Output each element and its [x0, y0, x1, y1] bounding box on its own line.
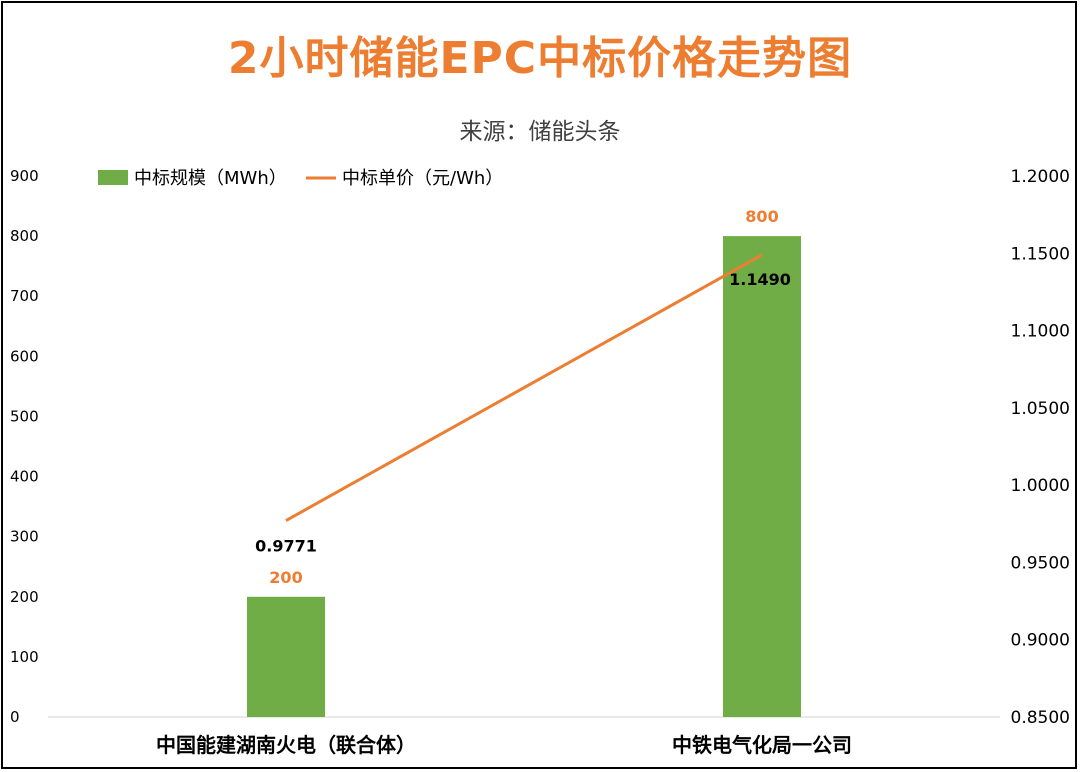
- category-labels: 中国能建湖南火电（联合体） 中铁电气化局一公司: [156, 733, 852, 757]
- left-tick-label: 200: [10, 588, 39, 606]
- right-tick-label: 0.9000: [1011, 631, 1070, 651]
- left-tick-label: 500: [10, 407, 39, 425]
- bar-series: 200 800: [247, 207, 801, 717]
- right-tick-label: 1.0000: [1011, 476, 1070, 496]
- right-tick-label: 1.2000: [1011, 167, 1070, 187]
- left-tick-label: 0: [10, 708, 20, 726]
- legend-swatch-bar: [98, 170, 128, 185]
- left-tick-label: 300: [10, 528, 39, 546]
- chart-subtitle: 来源：储能头条: [459, 119, 621, 145]
- bar: [723, 236, 801, 717]
- bar-data-label: 200: [269, 568, 302, 587]
- category-label: 中国能建湖南火电（联合体）: [156, 733, 416, 757]
- bar: [247, 596, 325, 717]
- legend-label-bar: 中标规模（MWh）: [134, 168, 287, 189]
- right-axis: 0.8500 0.9000 0.9500 1.0000 1.0500 1.1000 1.15…: [1011, 167, 1070, 728]
- left-tick-label: 900: [10, 167, 39, 185]
- category-label: 中铁电气化局一公司: [672, 733, 852, 757]
- chart-title: 2小时储能EPC中标价格走势图: [227, 33, 853, 84]
- price-line: [285, 253, 763, 522]
- legend-label-line: 中标单价（元/Wh）: [342, 168, 503, 189]
- right-tick-label: 1.0500: [1011, 399, 1070, 419]
- line-series: 0.9771 1.1490: [255, 253, 791, 556]
- line-data-label: 1.1490: [729, 270, 791, 289]
- left-tick-label: 100: [10, 648, 39, 666]
- left-tick-label: 700: [10, 287, 39, 305]
- left-axis: 0 100 200 300 400 500 600 700 800 900: [10, 167, 39, 726]
- legend: 中标规模（MWh） 中标单价（元/Wh）: [98, 168, 503, 189]
- left-tick-label: 600: [10, 347, 39, 365]
- left-tick-label: 400: [10, 468, 39, 486]
- right-tick-label: 0.8500: [1011, 708, 1070, 728]
- left-tick-label: 800: [10, 227, 39, 245]
- bar-data-label: 800: [745, 207, 778, 226]
- right-tick-label: 1.1500: [1011, 244, 1070, 264]
- right-tick-label: 0.9500: [1011, 553, 1070, 573]
- line-data-label: 0.9771: [255, 537, 317, 556]
- right-tick-label: 1.1000: [1011, 322, 1070, 342]
